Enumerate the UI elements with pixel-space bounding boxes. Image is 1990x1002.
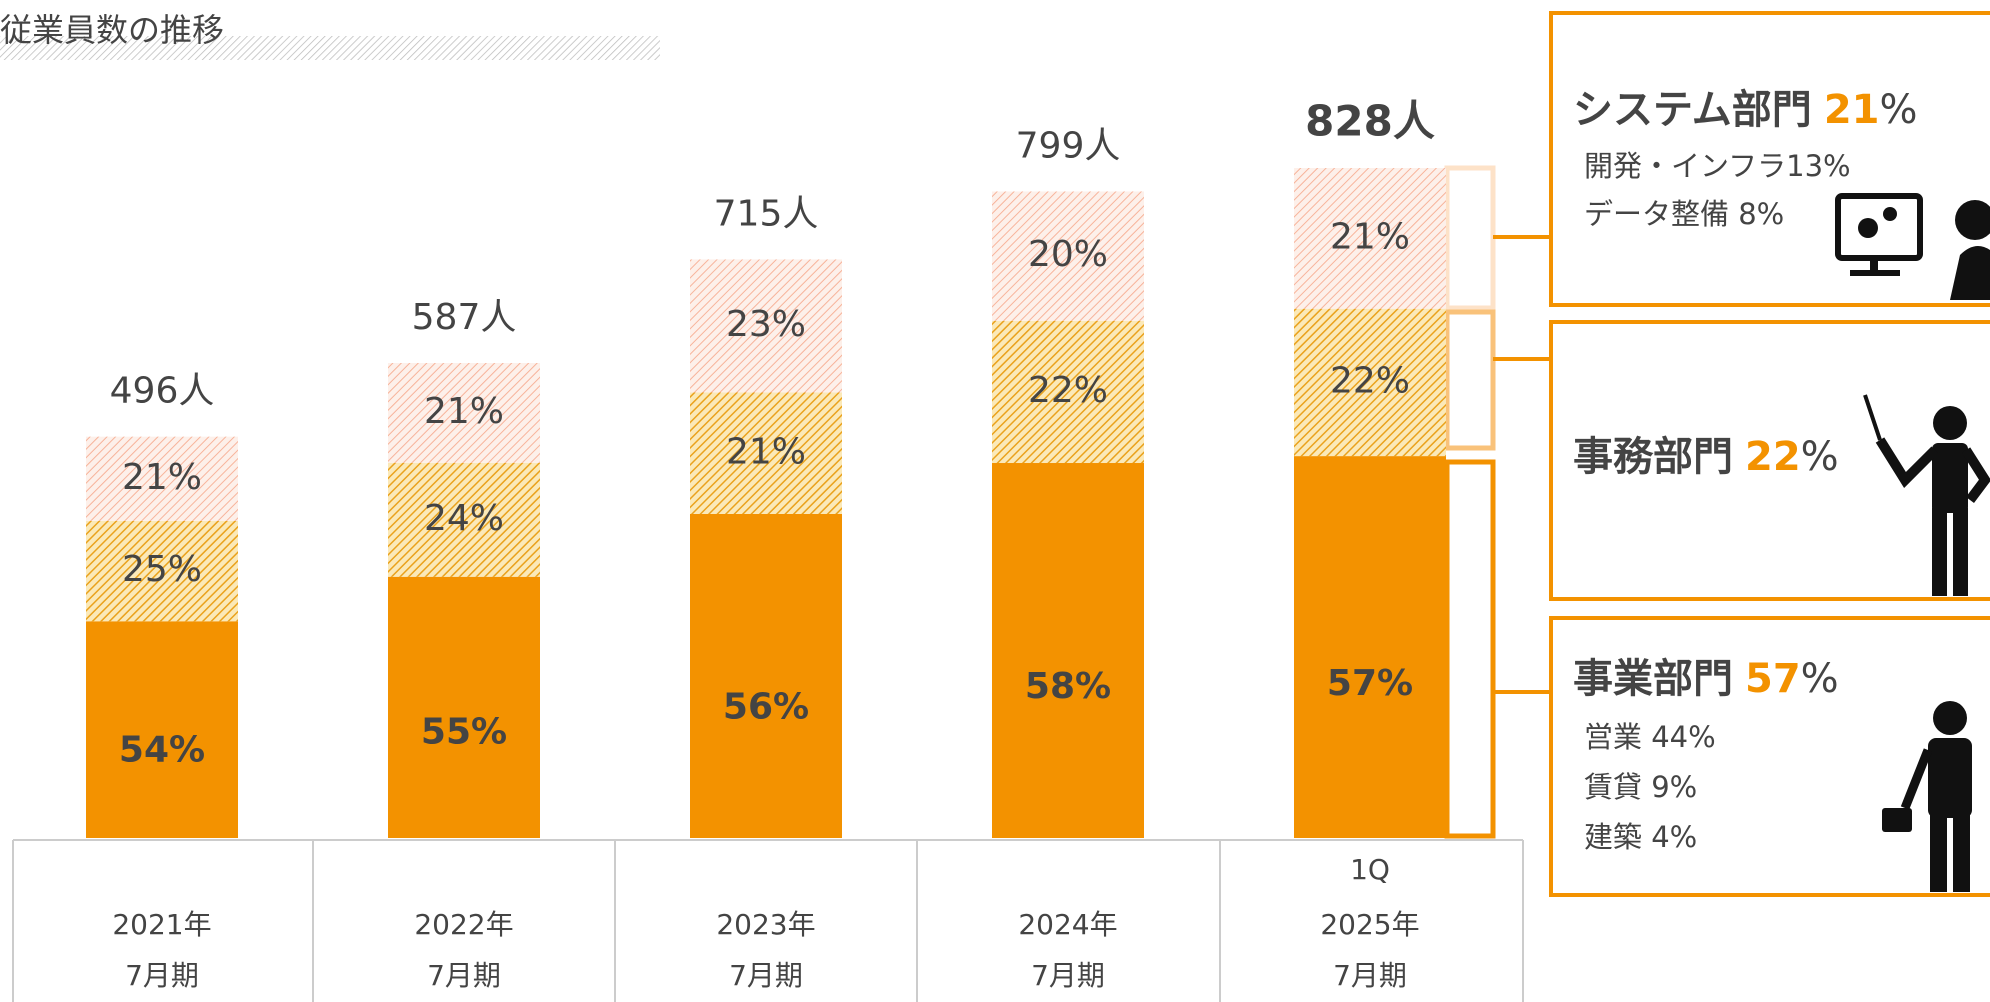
panel-pct: 21 bbox=[1824, 87, 1880, 133]
segment-label: 57% bbox=[1327, 663, 1413, 704]
segment-label: 56% bbox=[723, 686, 809, 727]
segment-label: 58% bbox=[1025, 666, 1111, 707]
panel-line: 開発・インフラ13% bbox=[1584, 149, 1851, 183]
segment-label: 54% bbox=[119, 729, 205, 770]
x-tick-label: 7月期 bbox=[125, 959, 199, 992]
segment-label: 21% bbox=[1330, 216, 1410, 257]
x-tick-label: 2024年 bbox=[1018, 908, 1117, 941]
segment-label: 23% bbox=[726, 304, 806, 345]
x-tick-label: 2021年 bbox=[112, 908, 211, 941]
segment-label: 22% bbox=[1028, 370, 1108, 411]
panel-line: 建築 4% bbox=[1584, 820, 1697, 854]
panel-line: 賃貸 9% bbox=[1584, 770, 1697, 804]
panel-title: 事業部門 57% bbox=[1573, 656, 1839, 702]
bar-segment bbox=[992, 463, 1144, 838]
x-tick-label: 2023年 bbox=[716, 908, 815, 941]
segment-label: 22% bbox=[1330, 360, 1410, 401]
total-label: 828人 bbox=[1305, 97, 1435, 146]
segment-label: 25% bbox=[122, 549, 202, 590]
x-tick-label: 2025年 bbox=[1320, 908, 1419, 941]
panel-pct: 57 bbox=[1745, 656, 1801, 702]
chart-title: 従業員数の推移 bbox=[0, 11, 224, 49]
segment-label: 21% bbox=[424, 391, 504, 432]
total-label: 496人 bbox=[110, 371, 215, 412]
bar-segment bbox=[86, 520, 238, 622]
segment-label: 21% bbox=[726, 431, 806, 472]
icon-office bbox=[1863, 394, 1990, 596]
bar-segment bbox=[86, 436, 238, 521]
x-tick-label: 7月期 bbox=[1333, 959, 1407, 992]
total-label: 799人 bbox=[1016, 125, 1121, 166]
category-table bbox=[12, 839, 1524, 1002]
panel-name: システム部門 bbox=[1573, 87, 1812, 133]
x-tick-label: 7月期 bbox=[427, 959, 501, 992]
panel-unit: % bbox=[1801, 434, 1839, 480]
panel-name: 事務部門 bbox=[1573, 434, 1733, 480]
panel-line: 営業 44% bbox=[1584, 720, 1716, 754]
bar-segment bbox=[690, 392, 842, 515]
icon-system bbox=[1835, 193, 1990, 300]
x-tick-label: 2022年 bbox=[414, 908, 513, 941]
total-label: 715人 bbox=[714, 193, 819, 234]
panel-unit: % bbox=[1801, 656, 1839, 702]
brackets bbox=[1444, 165, 1550, 839]
panel-pct: 22 bbox=[1745, 434, 1801, 480]
bar-segment bbox=[86, 621, 238, 838]
segment-label: 20% bbox=[1028, 234, 1108, 275]
bar-segment bbox=[388, 576, 540, 838]
bar-segment bbox=[1294, 168, 1446, 309]
title-underline bbox=[0, 36, 660, 60]
panel-name: 事業部門 bbox=[1573, 656, 1733, 702]
bar-segment bbox=[992, 191, 1144, 321]
segment-label: 24% bbox=[424, 498, 504, 539]
panel-title: システム部門 21% bbox=[1573, 87, 1918, 133]
x-tick-label: 1Q bbox=[1350, 853, 1390, 886]
bar-segment bbox=[388, 462, 540, 577]
icon-sales bbox=[1882, 701, 1972, 892]
panel-unit: % bbox=[1879, 87, 1917, 133]
panel-title: 事務部門 22% bbox=[1573, 434, 1839, 480]
segment-label: 21% bbox=[122, 457, 202, 498]
bar-segment bbox=[388, 363, 540, 463]
panel-line: データ整備 8% bbox=[1584, 197, 1784, 231]
bar-segment bbox=[1294, 456, 1446, 838]
bar-segment bbox=[1294, 308, 1446, 457]
segment-label: 55% bbox=[421, 712, 507, 753]
total-label: 587人 bbox=[412, 297, 517, 338]
x-tick-label: 7月期 bbox=[1031, 959, 1105, 992]
bar-segment bbox=[690, 259, 842, 393]
x-tick-label: 7月期 bbox=[729, 959, 803, 992]
bar-segment bbox=[992, 320, 1144, 464]
bar-segment bbox=[690, 514, 842, 838]
panels bbox=[1549, 11, 1990, 897]
